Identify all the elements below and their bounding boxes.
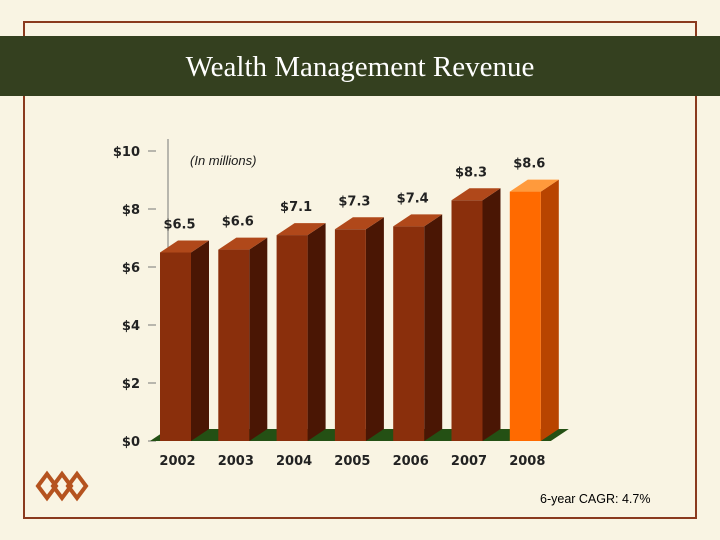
slide-frame — [23, 21, 697, 519]
y-tick-label: $10 — [113, 145, 140, 160]
title-band — [0, 36, 720, 96]
bar — [509, 191, 541, 441]
bar-side — [307, 223, 326, 441]
x-tick-label: 2008 — [509, 454, 545, 469]
bar-data-label: $7.1 — [280, 200, 312, 215]
bar-top — [218, 237, 268, 250]
bar-side — [365, 217, 384, 441]
x-tick-label: 2007 — [451, 454, 487, 469]
bar-top — [160, 240, 209, 253]
unit-note: (In millions) — [190, 153, 257, 168]
x-tick-label: 2002 — [159, 454, 195, 469]
bar-top — [393, 214, 443, 227]
bar — [334, 229, 366, 441]
bar — [276, 235, 308, 441]
bar-top — [451, 188, 501, 201]
x-tick-label: 2003 — [218, 454, 254, 469]
bar-top — [509, 179, 559, 192]
y-tick-label: $0 — [122, 435, 140, 450]
bar-data-label: $6.5 — [163, 218, 195, 233]
bar-data-label: $6.6 — [222, 215, 254, 230]
bar-side — [424, 214, 443, 441]
x-tick-label: 2006 — [393, 454, 429, 469]
interlocking-chain-logo-icon — [35, 470, 89, 502]
bar — [218, 249, 250, 441]
y-tick-label: $8 — [122, 203, 140, 218]
bar-data-label: $8.3 — [455, 165, 487, 180]
bar-side — [540, 179, 559, 441]
bar-data-label: $8.6 — [513, 157, 545, 172]
bar — [160, 252, 191, 441]
slide-title: Wealth Management Revenue — [185, 51, 535, 83]
bar-top — [276, 223, 326, 236]
bar — [451, 200, 483, 441]
cagr-footnote: 6-year CAGR: 4.7% — [540, 492, 651, 506]
bar — [393, 226, 425, 441]
y-tick-label: $6 — [122, 261, 140, 276]
x-tick-label: 2005 — [334, 454, 370, 469]
bar-data-label: $7.3 — [338, 194, 370, 209]
x-tick-label: 2004 — [276, 454, 312, 469]
bar-top — [334, 217, 384, 230]
bar-data-label: $7.4 — [397, 191, 429, 206]
bar-side — [482, 188, 501, 441]
bar-side — [249, 237, 268, 441]
bar-side — [191, 240, 209, 441]
y-tick-label: $2 — [122, 377, 140, 392]
y-tick-label: $4 — [122, 319, 140, 334]
